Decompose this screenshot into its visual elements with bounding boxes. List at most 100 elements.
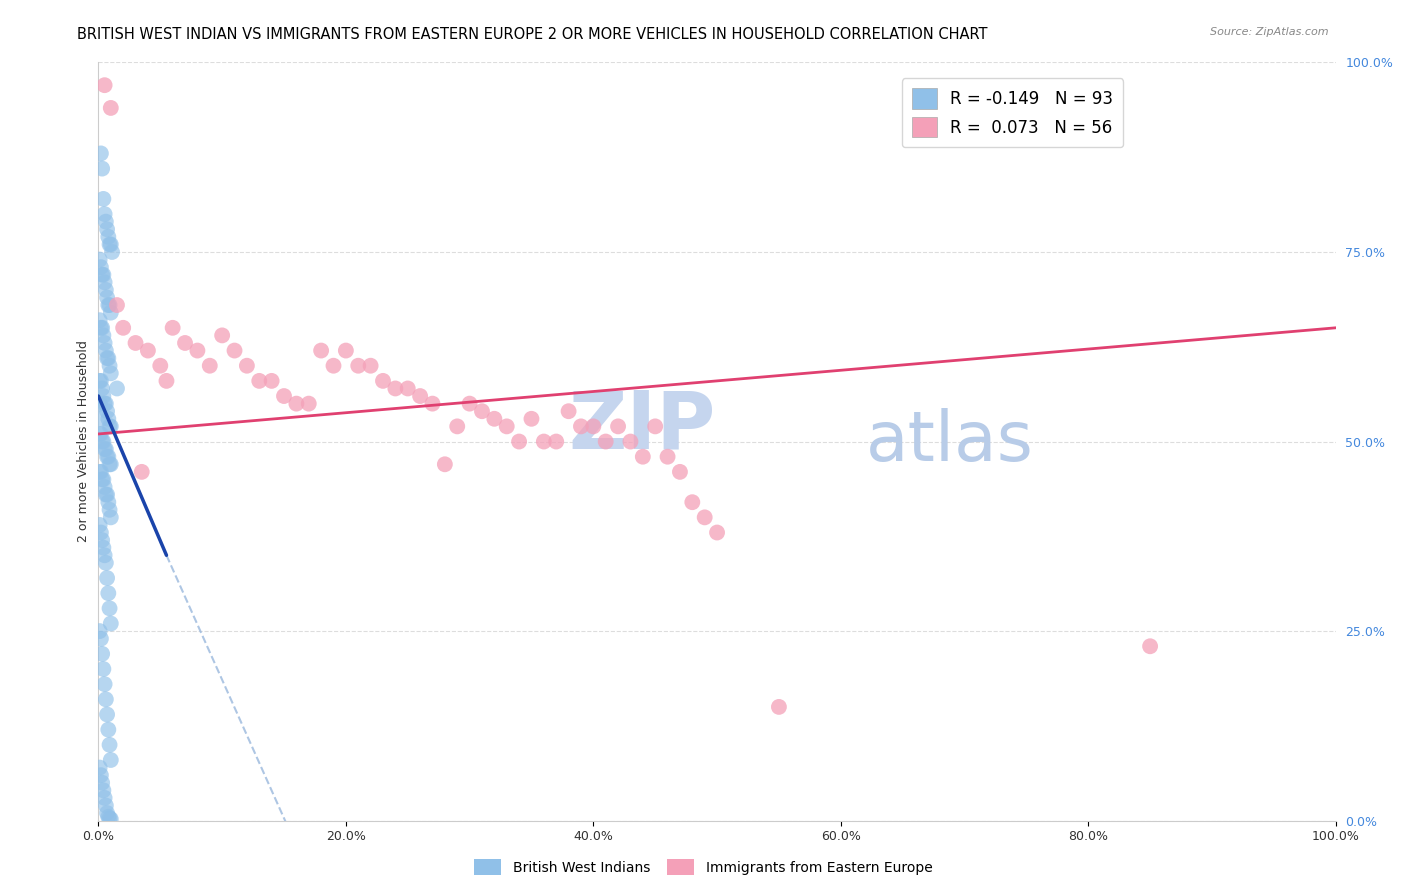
Point xyxy=(693,510,716,524)
Point xyxy=(93,677,115,691)
Point xyxy=(89,396,111,410)
Point xyxy=(285,396,308,410)
Point xyxy=(96,450,118,464)
Point xyxy=(100,457,122,471)
Point xyxy=(298,396,321,410)
Point xyxy=(93,268,115,282)
Point xyxy=(91,161,114,176)
Point xyxy=(100,510,122,524)
Text: ZIP: ZIP xyxy=(568,387,716,466)
Point xyxy=(98,738,121,752)
Point xyxy=(98,237,121,252)
Point xyxy=(91,320,114,334)
Point xyxy=(97,723,120,737)
Point xyxy=(433,457,456,471)
Point xyxy=(90,632,112,646)
Point xyxy=(94,692,117,706)
Point xyxy=(97,586,120,600)
Point xyxy=(93,275,115,289)
Point xyxy=(93,78,115,92)
Point xyxy=(91,473,114,487)
Point xyxy=(93,207,115,221)
Point xyxy=(100,812,122,826)
Point xyxy=(94,396,117,410)
Point xyxy=(91,382,114,396)
Point xyxy=(495,419,517,434)
Point xyxy=(98,503,121,517)
Point xyxy=(94,442,117,457)
Point xyxy=(97,229,120,244)
Point xyxy=(619,434,641,449)
Point xyxy=(93,192,115,206)
Point xyxy=(569,419,592,434)
Point xyxy=(101,244,124,259)
Point xyxy=(94,214,117,228)
Point xyxy=(198,359,221,373)
Point xyxy=(91,776,114,790)
Point xyxy=(90,260,112,274)
Point xyxy=(347,359,370,373)
Point xyxy=(162,320,184,334)
Point xyxy=(89,624,111,639)
Point xyxy=(631,450,654,464)
Point xyxy=(94,283,117,297)
Point xyxy=(236,359,259,373)
Point xyxy=(706,525,728,540)
Point xyxy=(93,480,115,494)
Point xyxy=(98,298,121,312)
Text: Source: ZipAtlas.com: Source: ZipAtlas.com xyxy=(1211,27,1329,37)
Point xyxy=(89,427,111,442)
Point xyxy=(98,457,121,471)
Point xyxy=(96,571,118,585)
Point xyxy=(97,298,120,312)
Point xyxy=(90,146,112,161)
Point xyxy=(96,487,118,501)
Point xyxy=(90,525,112,540)
Point xyxy=(94,556,117,570)
Point xyxy=(105,382,128,396)
Point xyxy=(100,753,122,767)
Point xyxy=(508,434,530,449)
Point xyxy=(458,396,481,410)
Point xyxy=(97,495,120,509)
Point xyxy=(471,404,494,418)
Point xyxy=(96,222,118,236)
Text: atlas: atlas xyxy=(866,408,1033,475)
Point xyxy=(94,487,117,501)
Point xyxy=(98,601,121,615)
Point xyxy=(309,343,332,358)
Point xyxy=(89,313,111,327)
Point xyxy=(93,442,115,457)
Point xyxy=(96,404,118,418)
Point xyxy=(97,810,120,824)
Point xyxy=(93,473,115,487)
Point xyxy=(89,465,111,479)
Point xyxy=(112,320,135,334)
Point xyxy=(669,465,692,479)
Point xyxy=(93,396,115,410)
Point xyxy=(681,495,703,509)
Point xyxy=(149,359,172,373)
Point xyxy=(89,517,111,532)
Point xyxy=(360,359,382,373)
Point xyxy=(97,450,120,464)
Point xyxy=(384,382,406,396)
Point xyxy=(97,351,120,366)
Point xyxy=(644,419,666,434)
Point xyxy=(105,298,128,312)
Point xyxy=(422,396,444,410)
Point xyxy=(484,412,506,426)
Point xyxy=(657,450,679,464)
Point xyxy=(1139,639,1161,653)
Point xyxy=(335,343,357,358)
Point xyxy=(131,465,153,479)
Point xyxy=(546,434,568,449)
Point xyxy=(582,419,605,434)
Point xyxy=(93,434,115,449)
Point xyxy=(91,268,114,282)
Text: BRITISH WEST INDIAN VS IMMIGRANTS FROM EASTERN EUROPE 2 OR MORE VEHICLES IN HOUS: BRITISH WEST INDIAN VS IMMIGRANTS FROM E… xyxy=(77,27,988,42)
Point xyxy=(93,662,115,676)
Point xyxy=(94,343,117,358)
Point xyxy=(260,374,283,388)
Point xyxy=(93,389,115,403)
